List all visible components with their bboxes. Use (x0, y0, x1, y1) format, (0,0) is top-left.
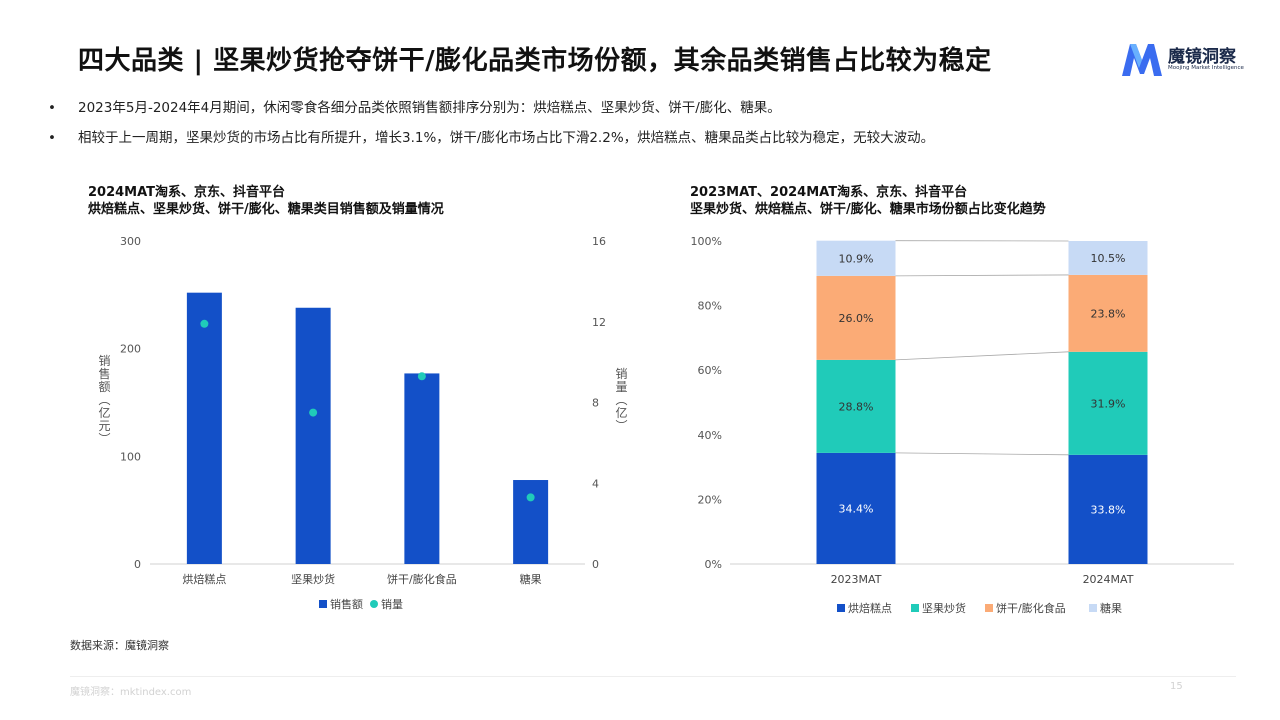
bullet-text: 2023年5月-2024年4月期间，休闲零食各细分品类依照销售额排序分别为：烘焙… (78, 100, 781, 116)
legend-label: 烘焙糕点 (848, 601, 892, 615)
stack-segment (816, 452, 896, 564)
sales-volume-chart: 0 100 200 300 0 4 8 12 16 销售额（亿元） 销量（亿） 烘焙糕点 坚果炒货 饼干/… (97, 235, 628, 611)
logo-tagline: Moojing Market Intelligence (1168, 65, 1244, 71)
stack-segment (1068, 454, 1148, 564)
point-volume (417, 372, 426, 381)
footer-divider (70, 676, 1236, 677)
legend-swatch-sales (319, 600, 327, 608)
stack-segment (1068, 241, 1148, 275)
series-connector-line (895, 274, 1069, 277)
summary-bullets: • 2023年5月-2024年4月期间，休闲零食各细分品类依照销售额排序分别为：… (48, 98, 934, 158)
left-y-tick-label: 0 (134, 558, 141, 571)
page-title: 四大品类 | 坚果炒货抢夺饼干/膨化品类市场份额，其余品类销售占比较为稳定 (78, 46, 992, 76)
series-connector-line (895, 452, 1069, 456)
y-tick-label: 0% (705, 558, 722, 571)
right-y-axis-label: 销量（亿） (614, 367, 628, 432)
right-y-tick-label: 12 (592, 316, 606, 329)
x-tick-label: 糖果 (520, 572, 542, 586)
segment-data-label: 26.0% (839, 312, 874, 325)
bar-sales (404, 373, 440, 564)
legend-label-volume: 销量 (381, 597, 403, 611)
left-y-tick-label: 300 (120, 235, 141, 248)
segment-data-label: 33.8% (1091, 503, 1126, 516)
bullet-marker: • (48, 100, 56, 116)
bar-sales (513, 480, 549, 564)
bullet-item: • 相较于上一周期，坚果炒货的市场占比有所提升，增长3.1%，饼干/膨化市场占比… (48, 128, 934, 158)
left-chart-title-line1: 2024MAT淘系、京东、抖音平台 (88, 185, 286, 200)
x-tick-label: 坚果炒货 (291, 572, 335, 586)
segment-data-label: 23.8% (1091, 307, 1126, 320)
right-y-tick-label: 4 (592, 477, 599, 490)
y-tick-label: 40% (698, 429, 722, 442)
left-chart-title: 2024MAT淘系、京东、抖音平台 烘焙糕点、坚果炒货、饼干/膨化、糖果类目销售… (88, 184, 444, 218)
point-volume (200, 319, 209, 328)
left-y-tick-label: 200 (120, 343, 141, 356)
logo-text: 魔镜洞察 (1168, 47, 1236, 67)
y-tick-label: 100% (691, 235, 722, 248)
segment-data-label: 31.9% (1091, 397, 1126, 410)
segment-data-label: 10.9% (839, 252, 874, 265)
bullet-item: • 2023年5月-2024年4月期间，休闲零食各细分品类依照销售额排序分别为：… (48, 98, 934, 128)
legend-swatch (837, 604, 845, 612)
right-chart-title-line2: 坚果炒货、烘焙糕点、饼干/膨化、糖果市场份额占比变化趋势 (690, 202, 1046, 217)
legend-swatch-volume (370, 600, 378, 608)
y-tick-label: 80% (698, 300, 722, 313)
x-tick-label: 2024MAT (1083, 573, 1134, 586)
market-share-chart: 0% 20% 40% 60% 80% 100% 34.4% 28.8% 26.0% 10.9% 20… (691, 235, 1234, 615)
segment-data-label: 28.8% (839, 400, 874, 413)
stack-segment (816, 240, 896, 276)
data-source: 数据来源：魔镜洞察 (70, 639, 169, 652)
left-y-tick-label: 100 (120, 450, 141, 463)
brand-logo: 魔镜洞察 Moojing Market Intelligence (1120, 38, 1250, 80)
right-chart-title: 2023MAT、2024MAT淘系、京东、抖音平台 坚果炒货、烘焙糕点、饼干/膨… (690, 184, 1046, 218)
stack-segment (1068, 274, 1148, 352)
legend-label: 糖果 (1100, 601, 1122, 615)
segment-data-label: 34.4% (839, 502, 874, 515)
y-tick-label: 20% (698, 493, 722, 506)
x-tick-label: 2023MAT (831, 573, 882, 586)
logo-m-icon (1122, 44, 1162, 76)
left-y-axis-label: 销售额（亿元） (97, 354, 111, 445)
stack-segment (816, 359, 896, 453)
bullet-text: 相较于上一周期，坚果炒货的市场占比有所提升，增长3.1%，饼干/膨化市场占比下滑… (78, 130, 935, 146)
legend-swatch (985, 604, 993, 612)
page-number: 15 (1170, 681, 1183, 692)
bar-sales (295, 307, 331, 564)
legend-swatch (1089, 604, 1097, 612)
legend-label: 饼干/膨化食品 (996, 601, 1066, 615)
legend-label-sales: 销售额 (330, 597, 363, 611)
right-y-tick-label: 16 (592, 235, 606, 248)
point-volume (526, 493, 535, 502)
footer-text: 魔镜洞察：mktindex.com (70, 687, 192, 698)
bullet-marker: • (48, 130, 56, 146)
y-tick-label: 60% (698, 364, 722, 377)
right-y-tick-label: 0 (592, 558, 599, 571)
segment-data-label: 10.5% (1091, 252, 1126, 265)
stack-segment (816, 275, 896, 360)
x-tick-label: 饼干/膨化食品 (387, 572, 457, 586)
series-connector-line (895, 351, 1069, 361)
right-chart-title-line1: 2023MAT、2024MAT淘系、京东、抖音平台 (690, 185, 968, 200)
right-y-tick-label: 8 (592, 397, 599, 410)
x-tick-label: 烘焙糕点 (182, 572, 226, 586)
legend-label: 坚果炒货 (922, 601, 966, 615)
left-chart-title-line2: 烘焙糕点、坚果炒货、饼干/膨化、糖果类目销售额及销量情况 (88, 202, 444, 217)
bar-sales (186, 292, 222, 564)
stack-segment (1068, 351, 1148, 455)
legend-swatch (911, 604, 919, 612)
point-volume (309, 408, 318, 417)
